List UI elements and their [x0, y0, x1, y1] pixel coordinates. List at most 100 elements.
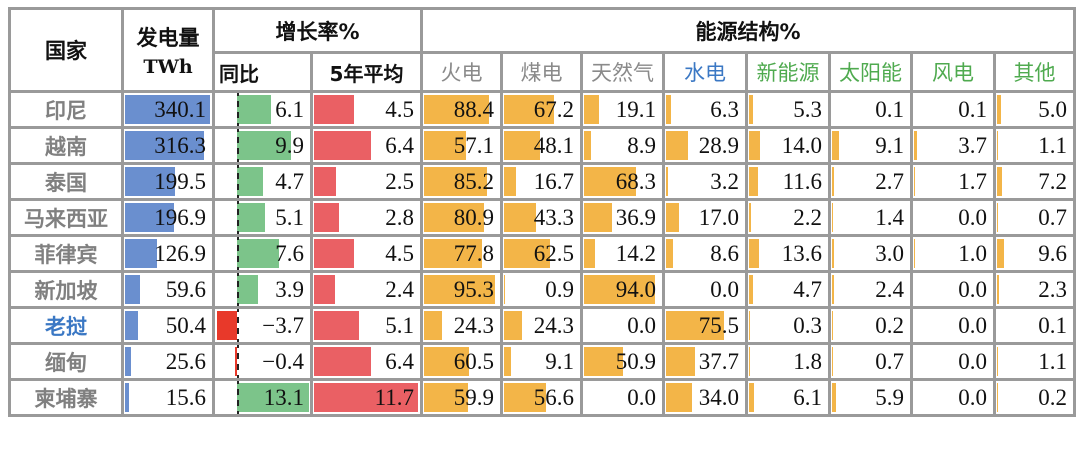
structure-cell-3-value: 8.6 — [710, 240, 739, 266]
generation-cell: 50.4 — [121, 306, 215, 345]
country-name: 越南 — [8, 126, 124, 165]
structure-cell-5-bar — [832, 347, 833, 376]
header-avg5: 5年平均 — [310, 51, 423, 93]
structure-cell-0-bar — [424, 383, 469, 412]
structure-cell-0-value: 60.5 — [453, 348, 494, 374]
structure-cell-3-bar — [666, 203, 680, 232]
structure-cell-7-value: 9.6 — [1038, 240, 1067, 266]
structure-cell-7-value: 1.1 — [1038, 132, 1067, 158]
structure-cell-6: 0.0 — [910, 198, 996, 237]
structure-cell-2-bar — [584, 131, 591, 160]
structure-cell-1-value: 56.6 — [533, 384, 574, 410]
structure-cell-0-value: 57.1 — [453, 132, 494, 158]
structure-cell-6-bar — [914, 239, 915, 268]
country-name: 柬埔寨 — [8, 378, 124, 417]
header-growth: 增长率% — [212, 7, 423, 54]
yoy-cell: 3.9 — [212, 270, 313, 309]
structure-cell-2-value: 50.9 — [615, 348, 656, 374]
structure-cell-1: 43.3 — [500, 198, 583, 237]
avg5-cell-bar — [314, 203, 339, 232]
country-name: 泰国 — [8, 162, 124, 201]
structure-cell-0-value: 80.9 — [453, 204, 494, 230]
structure-cell-3-value: 28.9 — [698, 132, 739, 158]
header-structure-0: 火电 — [420, 51, 503, 93]
structure-cell-0-value: 95.3 — [453, 276, 494, 302]
structure-cell-5-value: 0.2 — [875, 312, 904, 338]
structure-cell-7-bar — [997, 275, 999, 304]
structure-cell-4-value: 11.6 — [782, 168, 822, 194]
structure-cell-1-value: 62.5 — [533, 240, 574, 266]
structure-cell-2: 0.0 — [580, 378, 665, 417]
table-row: 马来西亚 196.9 5.1 2.8 80.9 43.3 36.9 17.0 2.2 1.4 0.0… — [8, 198, 1076, 237]
structure-cell-5-bar — [832, 203, 834, 232]
yoy-cell-value: 13.1 — [263, 384, 304, 410]
structure-cell-1: 62.5 — [500, 234, 583, 273]
table-row: 泰国 199.5 4.7 2.5 85.2 16.7 68.3 3.2 11.6 2.7 1.7 7.… — [8, 162, 1076, 201]
structure-cell-5: 5.9 — [828, 378, 913, 417]
avg5-cell-bar — [314, 275, 336, 304]
generation-cell: 59.6 — [121, 270, 215, 309]
structure-cell-1: 48.1 — [500, 126, 583, 165]
generation-cell-value: 340.1 — [154, 96, 206, 122]
structure-cell-4: 2.2 — [745, 198, 831, 237]
structure-cell-5: 0.2 — [828, 306, 913, 345]
structure-cell-3-value: 0.0 — [710, 276, 739, 302]
country-name: 印尼 — [8, 90, 124, 129]
yoy-cell-bar — [237, 239, 279, 268]
structure-cell-4-bar — [749, 95, 754, 124]
avg5-cell-bar — [314, 383, 418, 412]
structure-cell-6: 0.0 — [910, 342, 996, 381]
structure-cell-0-bar — [424, 95, 490, 124]
header-generation: 发电量 TWh — [121, 7, 215, 93]
structure-cell-5-bar — [832, 383, 837, 412]
structure-cell-7-bar — [997, 203, 998, 232]
structure-cell-4: 14.0 — [745, 126, 831, 165]
generation-cell: 25.6 — [121, 342, 215, 381]
yoy-cell-value: 4.7 — [275, 168, 304, 194]
structure-cell-4-bar — [749, 203, 751, 232]
structure-cell-6-value: 3.7 — [958, 132, 987, 158]
structure-cell-2: 68.3 — [580, 162, 665, 201]
zero-axis-line — [237, 238, 239, 269]
avg5-cell: 4.5 — [310, 234, 423, 273]
structure-cell-4-value: 4.7 — [793, 276, 822, 302]
yoy-cell-value: −0.4 — [262, 348, 304, 374]
structure-cell-3-value: 6.3 — [710, 96, 739, 122]
structure-cell-7-value: 5.0 — [1038, 96, 1067, 122]
table-row: 新加坡 59.6 3.9 2.4 95.3 0.9 94.0 0.0 4.7 2.4 0.0 2.3 — [8, 270, 1076, 309]
structure-cell-2-value: 0.0 — [627, 312, 656, 338]
structure-cell-5-value: 3.0 — [875, 240, 904, 266]
structure-cell-5: 0.7 — [828, 342, 913, 381]
zero-axis-line — [237, 310, 239, 341]
structure-cell-0-bar — [424, 131, 467, 160]
avg5-cell-bar — [314, 347, 371, 376]
country-name: 缅甸 — [8, 342, 124, 381]
zero-axis-line — [237, 166, 239, 197]
header-generation-unit: TWh — [143, 56, 193, 78]
structure-cell-6-value: 1.7 — [958, 168, 987, 194]
generation-cell-value: 196.9 — [154, 204, 206, 230]
structure-cell-3: 0.0 — [662, 270, 748, 309]
generation-cell-bar — [125, 275, 140, 304]
structure-cell-1-bar — [504, 347, 511, 376]
structure-cell-1: 24.3 — [500, 306, 583, 345]
structure-cell-6-value: 1.0 — [958, 240, 987, 266]
structure-cell-5: 0.1 — [828, 90, 913, 129]
structure-cell-2-bar — [584, 95, 599, 124]
generation-cell: 340.1 — [121, 90, 215, 129]
structure-cell-5-bar — [832, 239, 835, 268]
avg5-cell-bar — [314, 239, 354, 268]
generation-cell-bar — [125, 167, 175, 196]
yoy-cell: 13.1 — [212, 378, 313, 417]
yoy-cell: 7.6 — [212, 234, 313, 273]
yoy-cell-value: 9.9 — [275, 132, 304, 158]
structure-cell-7-bar — [997, 131, 998, 160]
structure-cell-4-value: 1.8 — [793, 348, 822, 374]
yoy-cell: −0.4 — [212, 342, 313, 381]
country-name: 马来西亚 — [8, 198, 124, 237]
table-row: 越南 316.3 9.9 6.4 57.1 48.1 8.9 28.9 14.0 9.1 3.7 1.… — [8, 126, 1076, 165]
structure-cell-7: 7.2 — [993, 162, 1076, 201]
structure-cell-4-bar — [749, 347, 751, 376]
structure-cell-7-value: 1.1 — [1038, 348, 1067, 374]
structure-cell-6-value: 0.0 — [958, 384, 987, 410]
